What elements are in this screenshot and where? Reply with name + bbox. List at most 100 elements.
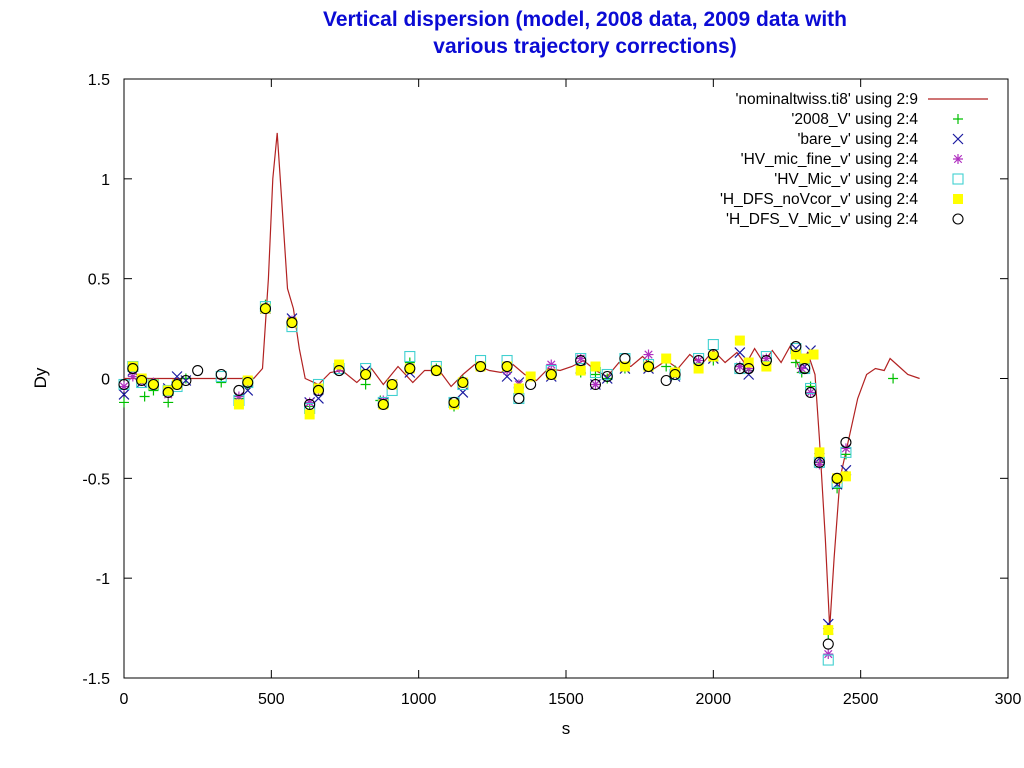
series-star (119, 303, 851, 660)
data-point (360, 369, 371, 380)
data-point (670, 367, 681, 378)
data-point (760, 354, 772, 367)
data-point (707, 348, 719, 361)
x-tick-label: 2500 (843, 691, 879, 708)
data-point (387, 379, 398, 390)
data-point (546, 369, 557, 380)
data-point (233, 391, 244, 402)
model-line (124, 132, 920, 629)
data-point (127, 371, 138, 382)
data-point (404, 350, 416, 363)
data-point (242, 375, 253, 386)
data-point (707, 339, 719, 351)
data-point (333, 364, 345, 377)
data-point (805, 387, 816, 398)
y-tick-label: 1.5 (88, 72, 110, 89)
data-point (734, 361, 745, 372)
data-point (888, 373, 899, 384)
data-point (734, 335, 745, 346)
data-point (823, 649, 834, 660)
data-point (643, 361, 654, 372)
data-point (642, 360, 655, 373)
data-point (813, 456, 825, 468)
data-point (118, 389, 130, 400)
data-point (601, 370, 613, 383)
data-point (840, 436, 852, 448)
data-point (127, 362, 139, 375)
data-point (502, 361, 513, 372)
data-point (796, 363, 807, 374)
data-point (127, 361, 138, 372)
data-point (619, 361, 630, 372)
data-point (822, 638, 834, 650)
y-tick-label: 0.5 (88, 272, 110, 289)
data-point (693, 363, 704, 374)
data-point (148, 379, 159, 390)
data-point (708, 351, 719, 362)
data-point (118, 378, 130, 391)
legend-marker (952, 213, 964, 225)
data-point (590, 361, 601, 372)
x-axis-label: s (562, 719, 571, 738)
data-point (661, 353, 672, 364)
data-point (823, 625, 834, 636)
x-tick-label: 0 (120, 691, 129, 708)
plot-frame (123, 78, 1009, 679)
chart-title: Vertical dispersion (model, 2008 data, 2… (240, 6, 930, 60)
data-point (790, 349, 801, 360)
data-point (734, 362, 746, 375)
data-point (119, 381, 129, 392)
data-point (136, 374, 148, 387)
data-point (840, 471, 851, 482)
series-circle-open (118, 303, 852, 650)
data-point (546, 359, 557, 370)
data-point (761, 361, 772, 372)
data-point (286, 317, 298, 329)
data-point (525, 378, 537, 391)
data-point (693, 354, 705, 367)
legend-label: 'HV_Mic_v' using 2:4 (774, 171, 918, 188)
legend-marker (953, 154, 963, 164)
data-point (513, 392, 525, 405)
data-point (286, 317, 297, 328)
data-point (304, 409, 315, 420)
model-layer (124, 132, 920, 629)
data-point (163, 385, 174, 396)
legend-marker (952, 133, 964, 145)
data-point (589, 378, 602, 391)
data-point (743, 363, 754, 374)
data-point (180, 374, 192, 387)
legend: 'nominaltwiss.ti8' using 2:9 '2008_V' usi… (720, 91, 988, 228)
series-square-open (118, 301, 852, 666)
data-point (513, 383, 524, 394)
data-point (404, 362, 416, 375)
data-point (386, 378, 398, 391)
data-point (840, 443, 851, 454)
data-point (761, 353, 772, 364)
data-point (822, 654, 834, 666)
data-point (360, 368, 372, 381)
y-tick-label: -1.5 (82, 671, 110, 688)
data-point (139, 391, 150, 402)
chart-title-line-2: various trajectory corrections) (433, 35, 737, 58)
data-point (799, 362, 811, 375)
legend-marker (952, 173, 964, 185)
y-tick-label: -0.5 (82, 471, 110, 488)
data-point (378, 399, 389, 410)
data-point (743, 357, 754, 368)
data-point (643, 349, 654, 360)
data-point (501, 360, 513, 373)
x-tick-label: 500 (258, 691, 285, 708)
legend-label: 'HV_mic_fine_v' using 2:4 (741, 151, 919, 168)
x-tick-label: 300 (995, 691, 1022, 708)
legend-label: 'nominaltwiss.ti8' using 2:9 (735, 91, 918, 108)
data-point (260, 303, 271, 314)
data-point (590, 379, 601, 390)
data-point (831, 472, 843, 484)
chart-title-line-1: Vertical dispersion (model, 2008 data, 2… (322, 8, 848, 31)
data-point (233, 399, 244, 410)
y-axis-label: Dy (31, 367, 50, 388)
data-point (259, 303, 271, 315)
data-point (430, 364, 442, 377)
